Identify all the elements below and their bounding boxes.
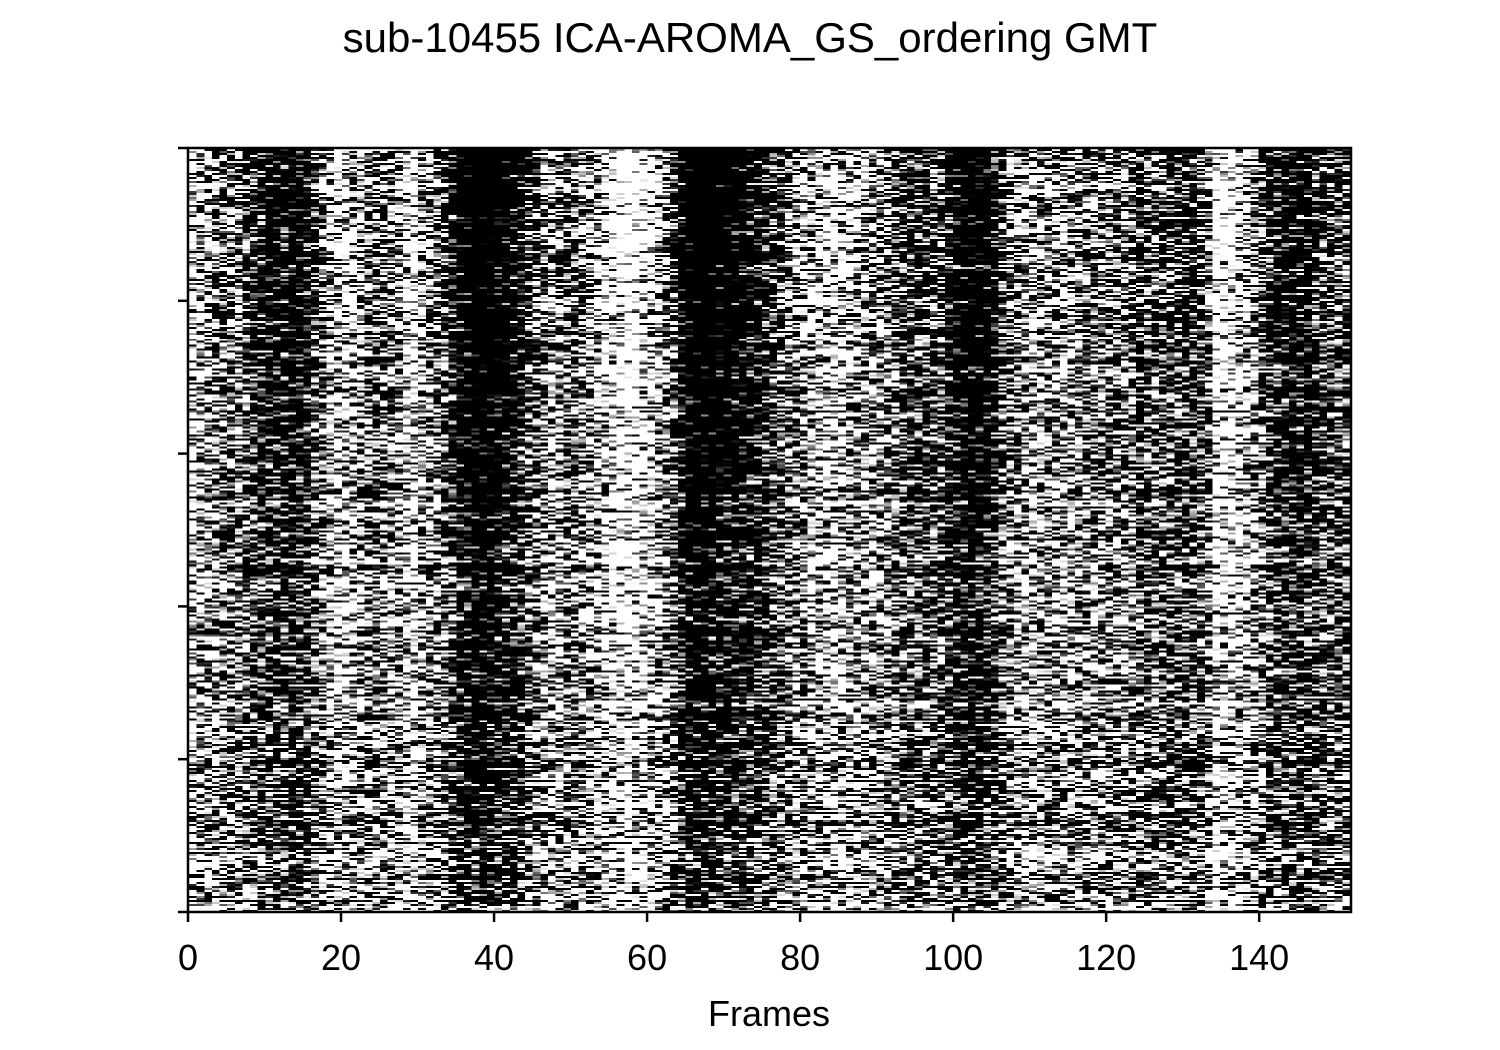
x-tick-label: 100 (923, 937, 983, 978)
carpet-plot-heatmap (189, 149, 1350, 912)
x-tick-label: 40 (474, 937, 514, 978)
y-axis-ticks (178, 146, 188, 914)
axes-border (186, 146, 1353, 914)
x-tick-label: 0 (178, 937, 198, 978)
x-axis-label: Frames (708, 993, 830, 1034)
x-tick-label: 60 (627, 937, 667, 978)
x-tick-label: 140 (1229, 937, 1289, 978)
x-tick-label: 20 (321, 937, 361, 978)
axes-frame (186, 146, 1353, 914)
x-tick-label: 80 (780, 937, 820, 978)
x-axis-ticks: 0 20 40 60 80 100 120 140 (178, 912, 1289, 978)
chart-title: sub-10455 ICA-AROMA_GS_ordering GMT (342, 14, 1158, 61)
x-tick-label: 120 (1076, 937, 1136, 978)
